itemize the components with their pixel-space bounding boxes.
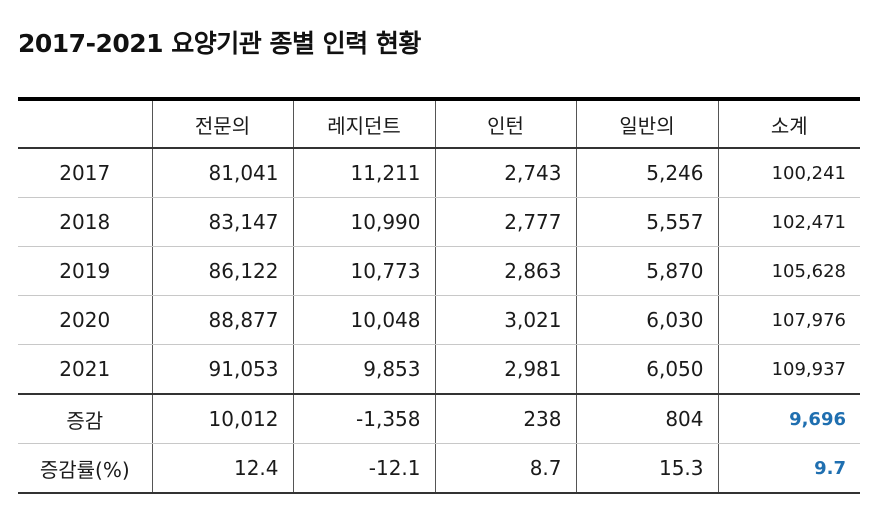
cell-intern: 2,981: [434, 344, 576, 395]
cell-resident: 10,048: [292, 295, 435, 345]
cell-resident: 10,990: [292, 197, 435, 247]
cell-intern: 3,021: [434, 295, 576, 345]
row-year: 2018: [18, 197, 152, 247]
cell-subtotal: 109,937: [717, 344, 860, 395]
cell-subtotal: 100,241: [717, 148, 860, 198]
staffing-table: 전문의 레지던트 인턴 일반의 소계 2017 81,041 11,211 2,…: [18, 97, 860, 494]
table-row: 2021 91,053 9,853 2,981 6,050 109,937: [18, 344, 860, 395]
cell-specialist: 12.4: [151, 443, 293, 494]
row-label: 증감: [18, 393, 152, 444]
cell-specialist: 88,877: [151, 295, 293, 345]
row-year: 2020: [18, 295, 152, 345]
cell-resident: -1,358: [292, 393, 435, 444]
table-row: 2020 88,877 10,048 3,021 6,030 107,976: [18, 295, 860, 345]
cell-general-doctor: 5,870: [575, 246, 718, 296]
table-row: 2017 81,041 11,211 2,743 5,246 100,241: [18, 148, 860, 198]
summary-row-change-rate: 증감률(%) 12.4 -12.1 8.7 15.3 9.7: [18, 443, 860, 494]
row-label: 증감률(%): [18, 443, 152, 494]
cell-specialist: 81,041: [151, 148, 293, 198]
cell-resident: 9,853: [292, 344, 435, 395]
row-year: 2021: [18, 344, 152, 395]
header-subtotal: 소계: [717, 97, 860, 149]
cell-general-doctor: 6,050: [575, 344, 718, 395]
cell-general-doctor: 6,030: [575, 295, 718, 345]
row-year: 2019: [18, 246, 152, 296]
cell-intern: 2,743: [434, 148, 576, 198]
page-title: 2017-2021 요양기관 종별 인력 현황: [18, 29, 421, 58]
row-year: 2017: [18, 148, 152, 198]
cell-subtotal: 107,976: [717, 295, 860, 345]
header-corner: [18, 97, 152, 149]
header-intern: 인턴: [434, 97, 576, 149]
header-row: 전문의 레지던트 인턴 일반의 소계: [18, 97, 860, 149]
header-general-doctor: 일반의: [575, 97, 718, 149]
cell-general-doctor: 5,246: [575, 148, 718, 198]
cell-general-doctor: 15.3: [575, 443, 718, 494]
table-row: 2018 83,147 10,990 2,777 5,557 102,471: [18, 197, 860, 247]
cell-intern: 2,777: [434, 197, 576, 247]
cell-specialist: 86,122: [151, 246, 293, 296]
cell-specialist: 91,053: [151, 344, 293, 395]
cell-subtotal: 105,628: [717, 246, 860, 296]
cell-resident: 10,773: [292, 246, 435, 296]
cell-subtotal-highlight: 9,696: [717, 393, 860, 444]
cell-intern: 238: [434, 393, 576, 444]
cell-intern: 8.7: [434, 443, 576, 494]
cell-resident: 11,211: [292, 148, 435, 198]
summary-row-change: 증감 10,012 -1,358 238 804 9,696: [18, 393, 860, 444]
header-specialist: 전문의: [151, 97, 293, 149]
header-resident: 레지던트: [292, 97, 435, 149]
cell-general-doctor: 804: [575, 393, 718, 444]
cell-intern: 2,863: [434, 246, 576, 296]
cell-general-doctor: 5,557: [575, 197, 718, 247]
cell-specialist: 10,012: [151, 393, 293, 444]
cell-subtotal: 102,471: [717, 197, 860, 247]
cell-subtotal-highlight: 9.7: [717, 443, 860, 494]
cell-specialist: 83,147: [151, 197, 293, 247]
cell-resident: -12.1: [292, 443, 435, 494]
table-row: 2019 86,122 10,773 2,863 5,870 105,628: [18, 246, 860, 296]
